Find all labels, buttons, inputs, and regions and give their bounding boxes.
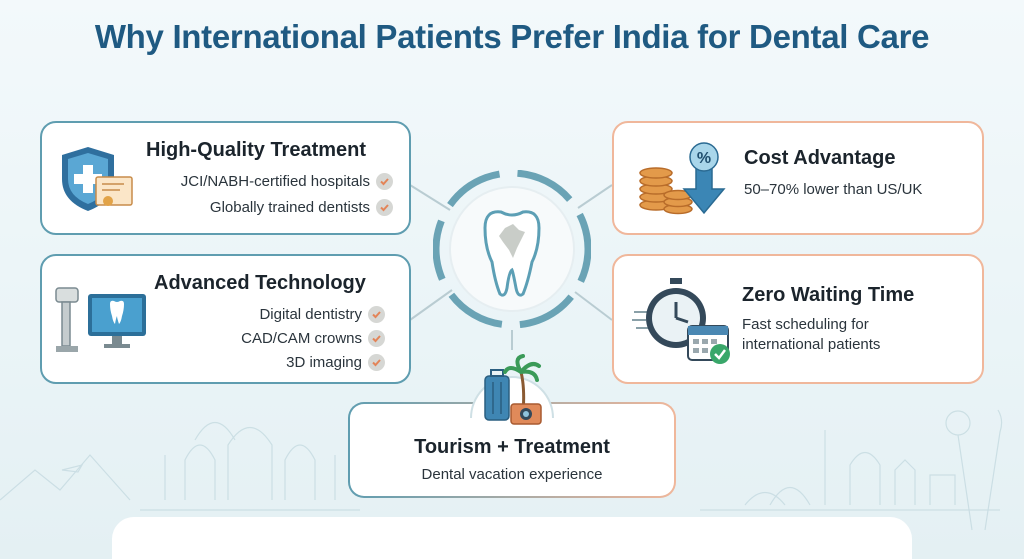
card-subtitle: 50–70% lower than US/UK (744, 181, 922, 198)
subtitle-text: 50–70% lower than US/UK (744, 181, 923, 198)
list-item: CAD/CAM crowns (155, 330, 385, 347)
svg-text:%: % (697, 150, 711, 167)
check-icon (368, 306, 385, 323)
subtitle-text: international patients (742, 336, 881, 353)
card-cost-advantage: % Cost Advantage 50–70% lower than US/UK (612, 121, 984, 235)
item-text: Globally trained dentists (209, 199, 370, 216)
item-text: 3D imaging (286, 354, 362, 371)
card-title: Zero Waiting Time (742, 284, 915, 306)
card-title: Tourism + Treatment (414, 436, 610, 458)
card-subtitle-line: international patients (742, 336, 880, 353)
card-zero-waiting-time: Zero Waiting Time Fast scheduling for in… (612, 254, 984, 384)
page-title: Why International Patients Prefer India … (94, 18, 930, 55)
list-item: JCI/NABH-certified hospitals (133, 173, 393, 190)
check-icon (376, 173, 393, 190)
card-high-quality-treatment: High-Quality Treatment JCI/NABH-certifie… (40, 121, 411, 235)
check-icon (368, 354, 385, 371)
check-icon (368, 330, 385, 347)
item-text: CAD/CAM crowns (241, 330, 362, 347)
card-subtitle: Dental vacation experience (350, 466, 674, 483)
list-item: Digital dentistry (155, 306, 385, 323)
list-item: Globally trained dentists (133, 199, 393, 216)
check-icon (376, 199, 393, 216)
stopwatch-calendar-icon (632, 278, 730, 364)
subtitle-text: Dental vacation experience (421, 466, 603, 483)
item-text: Digital dentistry (259, 306, 362, 323)
item-text: JCI/NABH-certified hospitals (180, 173, 370, 190)
bottom-panel (112, 517, 912, 559)
shield-certificate-icon (62, 147, 133, 211)
tooth-india-map-icon (433, 170, 591, 328)
luggage-palm-camera-icon (470, 354, 554, 425)
dental-xray-computer-icon (55, 287, 146, 352)
subtitle-text: Fast scheduling for (742, 316, 869, 333)
card-advanced-technology: Advanced Technology Digital dentistry CA… (40, 254, 411, 384)
card-title: High-Quality Treatment (146, 139, 367, 161)
list-item: 3D imaging (155, 354, 385, 371)
coins-percent-down-icon: % (639, 142, 726, 215)
card-subtitle-line: Fast scheduling for (742, 316, 869, 333)
card-title: Advanced Technology (154, 272, 366, 294)
card-title: Cost Advantage (744, 147, 896, 169)
